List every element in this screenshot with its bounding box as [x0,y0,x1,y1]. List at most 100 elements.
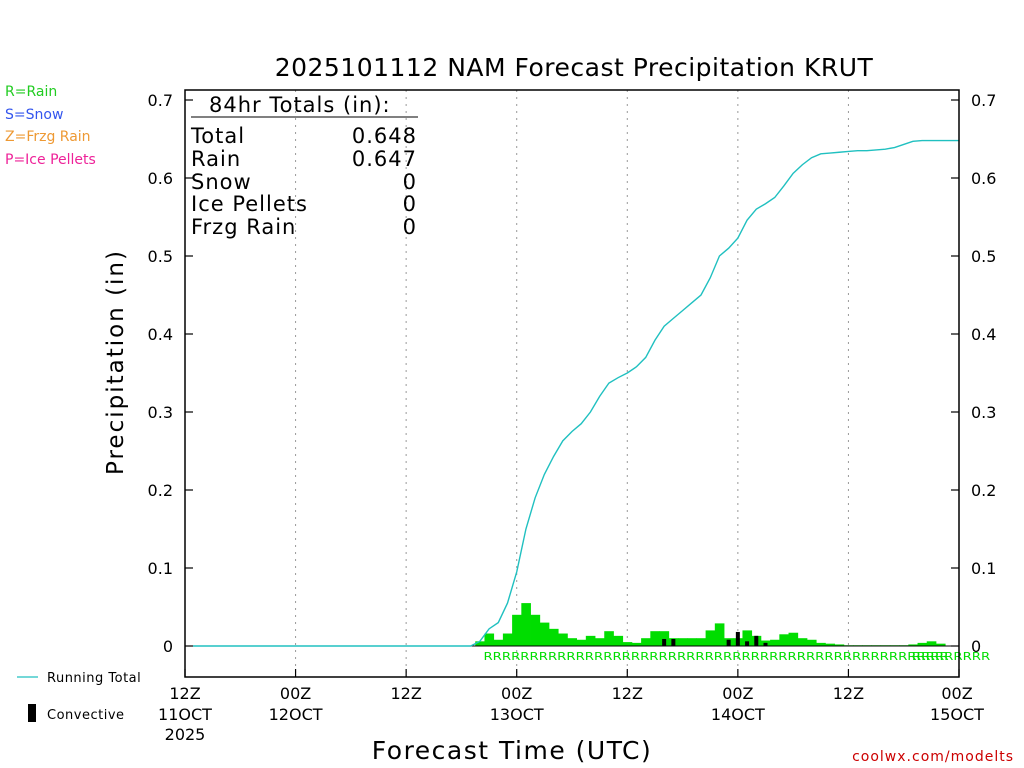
precip-bar [687,638,697,646]
totals-heading: 84hr Totals (in): [209,93,391,117]
y-tick-label-right: 0 [971,637,981,656]
precip-bar [935,643,946,646]
totals-label-rain: Rain [191,147,241,171]
convective-bars [662,631,768,646]
precip-bar [659,631,670,646]
x-tick-label-date: 14OCT [711,705,765,724]
running-total-line [193,139,959,647]
convective-swatch [28,704,36,722]
axes: 0 00.1 0.10.2 0.20.3 0.30.4 0.40.5 0.50.6 0.60.… [148,91,997,744]
y-tick-label-right: 0.5 [971,247,996,266]
precip-bar [797,638,808,646]
precip-bar [512,614,522,646]
precip-bar [484,633,495,646]
y-tick-label-left: 0.4 [148,325,173,344]
y-tick-label-right: 0.2 [971,481,996,500]
x-tick-label-date: 15OCT [930,705,984,724]
y-tick-label-left: 0 [163,637,173,656]
x-axis-label: Forecast Time (UTC) [372,736,652,765]
x-tick-label-time: 00Z [722,684,753,703]
legend-snow: S=Snow [5,107,63,123]
legend-frzg-rain: Z=Frzg Rain [5,129,91,145]
precip-bar [595,638,605,646]
plot-frame [184,89,960,678]
convective-bar [754,635,759,646]
precip-type-marker-run-1: RRRR [912,650,949,663]
convective-bar [735,631,740,646]
precip-bar [576,639,587,646]
precip-bar [770,639,780,646]
precip-bar [567,638,578,646]
precip-bar [493,639,504,646]
legend-ice-pellets: P=Ice Pellets [5,152,96,168]
precip-bar [521,603,531,646]
precip-bar [816,642,826,646]
grid-lines [295,90,849,677]
legend-convective: Convective [47,708,125,723]
precip-bar [779,634,789,646]
totals-box: 84hr Totals (in): Total 0.648 Rain 0.647… [190,93,418,239]
x-tick-label-time: 12Z [612,684,643,703]
precip-type-legend: R=Rain S=Snow Z=Frzg Rain P=Ice Pellets [5,84,96,168]
chart-title: 2025101112 NAM Forecast Precipitation KR… [275,53,874,82]
convective-bar [662,638,667,646]
precip-bar [475,641,485,646]
legend-rain: R=Rain [5,84,57,100]
x-tick-label-time: 12Z [833,684,864,703]
precip-bar [631,642,642,646]
precip-bar [806,639,817,646]
legend-running-total: Running Total [47,671,141,686]
x-tick-label-time: 00Z [501,684,532,703]
convective-bar [671,638,676,646]
y-tick-label-left: 0.2 [148,481,173,500]
precip-bar [714,623,725,646]
convective-bar [745,641,750,646]
totals-value-snow: 0 [403,170,417,194]
totals-label-frzg-rain: Frzg Rain [191,215,296,239]
precip-bar [558,633,568,646]
precip-bar [622,642,633,646]
y-tick-label-right: 0.7 [971,91,996,110]
x-tick-label-date: 11OCT [158,705,212,724]
precip-type-marker-run-0: RRRRRRRRRRRRRRRRRRRRRRRRRRRRRRRRRRRRRRRR… [483,650,990,663]
x-tick-label-time: 00Z [280,684,311,703]
x-tick-label-time: 12Z [390,684,421,703]
x-tick-label-time: 00Z [941,684,972,703]
totals-value-total: 0.648 [352,124,417,148]
x-tick-label-date: 13OCT [490,705,544,724]
totals-value-rain: 0.647 [352,147,417,171]
precip-bar [604,631,614,646]
precip-bar [917,642,928,646]
precip-bar [926,641,937,646]
convective-bar [726,639,731,646]
totals-label-total: Total [190,124,245,148]
x-tick-label-date: 12OCT [269,705,323,724]
precip-bar [530,614,541,646]
y-tick-label-left: 0.1 [148,559,173,578]
y-tick-label-right: 0.6 [971,169,996,188]
x-tick-label-year: 2025 [165,725,206,744]
credit-text: coolwx.com/modelts [852,749,1014,765]
precip-bar [548,628,559,646]
y-axis-label: Precipitation (in) [103,249,129,475]
y-tick-label-left: 0.6 [148,169,173,188]
convective-bar [763,642,768,646]
y-tick-label-left: 0.5 [148,247,173,266]
totals-label-snow: Snow [191,170,252,194]
running-total-polyline [193,139,959,647]
totals-value-ice-pellets: 0 [403,192,417,216]
precip-bar [788,632,799,646]
totals-label-ice-pellets: Ice Pellets [191,192,308,216]
precip-bars [193,603,959,647]
series-legend: Running Total Convective [17,671,141,723]
precip-bar [650,631,660,646]
precip-bar [502,633,513,646]
y-tick-label-left: 0.3 [148,403,173,422]
y-tick-label-right: 0.4 [971,325,996,344]
totals-value-frzg-rain: 0 [403,215,417,239]
precip-bar [696,638,707,646]
precip-bar [705,630,716,646]
precip-bar [825,643,836,646]
precip-bar [677,638,688,646]
